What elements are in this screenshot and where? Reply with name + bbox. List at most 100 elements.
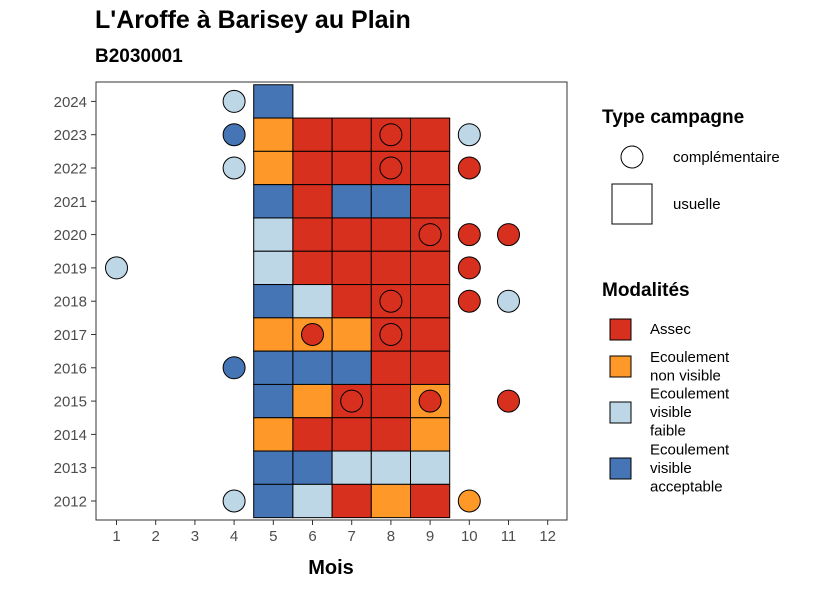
cell-2019-m8 — [370, 250, 411, 286]
y-tick-label: 2017 — [54, 327, 87, 344]
x-tick-label: 4 — [230, 528, 238, 545]
legend-label: usuelle — [673, 196, 721, 213]
cell-2021-m7 — [331, 184, 372, 219]
chart-subtitle: B2030001 — [95, 46, 183, 67]
legend-key-faible — [609, 401, 632, 424]
cell-2020-m8 — [370, 217, 411, 252]
cell-2019-m6 — [292, 250, 333, 286]
cell-2012-m9 — [410, 483, 451, 519]
cell-2012-m6 — [292, 483, 333, 519]
point-2023-m8 — [379, 123, 403, 147]
cell-2018-m7 — [331, 284, 372, 319]
legend-label: complémentaire — [673, 149, 780, 166]
cell-2018-m9 — [410, 284, 451, 319]
legend-key-accept — [609, 457, 632, 480]
cell-2015-m6 — [292, 383, 333, 419]
cell-2015-m5 — [253, 383, 294, 419]
point-2023-m4 — [222, 123, 246, 147]
legend-title: Modalités — [602, 280, 690, 301]
x-tick-label: 10 — [461, 528, 478, 545]
y-tick-label: 2021 — [54, 194, 87, 211]
cell-2014-m8 — [370, 417, 411, 452]
x-tick-label: 3 — [191, 528, 199, 545]
cell-2016-m7 — [331, 350, 372, 385]
cell-2023-m6 — [292, 117, 333, 152]
cell-2013-m9 — [410, 450, 451, 485]
y-tick-label: 2019 — [54, 260, 87, 277]
point-2020-m10 — [457, 223, 481, 247]
legend-label: non visible — [650, 367, 721, 384]
y-tick-label: 2012 — [54, 494, 87, 511]
point-2019-m10 — [457, 256, 481, 280]
cell-2014-m6 — [292, 417, 333, 452]
legend-label: visible — [650, 460, 692, 477]
cell-2012-m5 — [253, 483, 294, 519]
y-axis: 2012 2013 2014 2015 2016 2017 2018 2019 2020 2021… — [54, 94, 96, 511]
cell-2014-m5 — [253, 417, 294, 452]
point-2015-m7 — [340, 389, 364, 413]
cell-2020-m5 — [253, 217, 294, 252]
x-tick-label: 9 — [426, 528, 434, 545]
usuelle-cells — [253, 84, 451, 519]
point-2012-m4 — [222, 489, 246, 513]
point-2016-m4 — [222, 356, 246, 380]
point-2020-m11 — [497, 223, 520, 247]
point-2017-m8 — [379, 323, 403, 346]
point-2019-m1 — [105, 256, 128, 280]
cell-2013-m6 — [292, 450, 333, 485]
y-tick-label: 2014 — [54, 427, 87, 444]
cell-2023-m9 — [410, 117, 451, 152]
cell-2013-m7 — [331, 450, 372, 485]
y-tick-label: 2022 — [54, 161, 87, 178]
cell-2017-m5 — [253, 317, 294, 352]
legend-label: faible — [650, 423, 686, 440]
cell-2017-m9 — [410, 317, 451, 352]
cell-2020-m7 — [331, 217, 372, 252]
x-tick-label: 2 — [152, 528, 160, 545]
point-2018-m10 — [457, 289, 481, 313]
complementaire-points — [105, 89, 520, 513]
legend-label: Ecoulement — [650, 442, 730, 459]
cell-2014-m9 — [410, 417, 451, 452]
y-tick-label: 2024 — [54, 94, 87, 111]
cell-2023-m5 — [253, 117, 294, 152]
legend-title: Type campagne — [602, 107, 744, 128]
legend-label: visible — [650, 404, 692, 421]
cell-2019-m9 — [410, 250, 451, 286]
cell-2013-m8 — [370, 450, 411, 485]
cell-2022-m9 — [410, 150, 451, 186]
x-tick-label: 6 — [308, 528, 316, 545]
x-axis: 1 2 3 4 5 6 7 8 9 10 11 12 — [112, 520, 556, 545]
point-2017-m6 — [301, 323, 324, 346]
y-tick-label: 2020 — [54, 227, 87, 244]
point-2020-m9 — [418, 223, 442, 247]
point-2022-m10 — [457, 156, 481, 180]
chart-title: L'Aroffe à Barisey au Plain — [95, 6, 411, 34]
cell-2024-m5 — [253, 84, 294, 119]
point-2015-m9 — [418, 389, 442, 413]
cell-2017-m7 — [331, 317, 372, 352]
cell-2023-m7 — [331, 117, 372, 152]
point-2024-m4 — [222, 89, 246, 113]
cell-2018-m6 — [292, 284, 333, 319]
point-2022-m8 — [379, 156, 403, 180]
point-2015-m11 — [497, 389, 520, 413]
x-tick-label: 5 — [269, 528, 277, 545]
x-tick-label: 12 — [539, 528, 556, 545]
x-tick-label: 8 — [387, 528, 395, 545]
cell-2012-m8 — [370, 483, 411, 519]
legend-square-key — [611, 183, 653, 225]
legend-label: Ecoulement — [650, 349, 730, 366]
cell-2016-m9 — [410, 350, 451, 385]
cell-2019-m7 — [331, 250, 372, 286]
cell-2021-m8 — [370, 184, 411, 219]
legend-type-campagne: Type campagne complémentaire usuelle — [602, 107, 780, 225]
cell-2020-m6 — [292, 217, 333, 252]
legend-label: acceptable — [650, 479, 723, 496]
y-tick-label: 2016 — [54, 360, 87, 377]
x-tick-label: 1 — [112, 528, 120, 545]
cell-2021-m6 — [292, 184, 333, 219]
legend-key-assec — [609, 318, 632, 341]
